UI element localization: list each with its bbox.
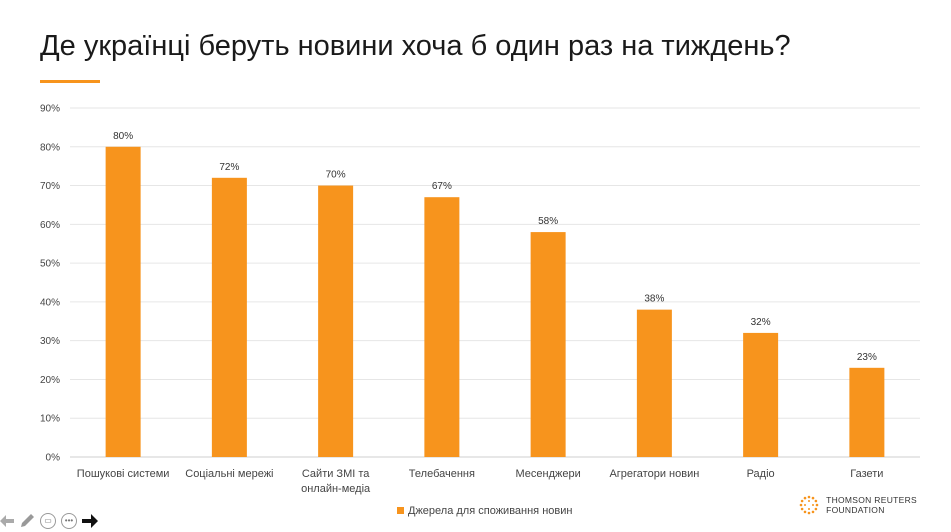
- back-arrow-icon[interactable]: [0, 515, 14, 527]
- bar: [318, 185, 354, 458]
- page-title: Де українці беруть новини хоча б один ра…: [40, 30, 791, 62]
- slide-nav-toolbar: ▭ •••: [0, 513, 98, 529]
- data-label: 58%: [538, 216, 558, 227]
- y-tick-label: 0%: [46, 453, 61, 464]
- data-label: 70%: [326, 170, 346, 181]
- x-tick-label: Месенджери: [515, 468, 580, 480]
- y-tick-label: 70%: [40, 181, 60, 192]
- x-tick-label: Соціальні мережі: [185, 468, 273, 480]
- bar: [211, 177, 247, 458]
- y-tick-label: 80%: [40, 142, 60, 153]
- x-tick-label: Радіо: [747, 468, 775, 480]
- x-tick-label: Телебачення: [409, 468, 475, 480]
- legend-label: Джерела для споживання новин: [408, 505, 572, 517]
- y-tick-label: 20%: [40, 375, 60, 386]
- y-tick-label: 30%: [40, 336, 60, 347]
- y-tick-label: 10%: [40, 414, 60, 425]
- pen-icon[interactable]: [19, 513, 35, 529]
- brand-logo-block: THOMSON REUTERS FOUNDATION: [798, 494, 917, 516]
- data-label: 67%: [432, 181, 452, 192]
- more-icon[interactable]: •••: [61, 513, 77, 529]
- data-label: 32%: [751, 317, 771, 328]
- y-tick-label: 60%: [40, 220, 60, 231]
- data-label: 80%: [113, 131, 133, 142]
- data-label: 38%: [644, 294, 664, 305]
- x-tick-label: онлайн-медіа: [301, 483, 371, 495]
- bar: [530, 232, 566, 457]
- bar: [743, 332, 779, 457]
- slides-icon[interactable]: ▭: [40, 513, 56, 529]
- data-label: 23%: [857, 352, 877, 363]
- y-tick-label: 50%: [40, 259, 60, 270]
- legend-swatch: [397, 507, 404, 514]
- x-tick-label: Пошукові системи: [77, 468, 170, 480]
- bar: [849, 367, 885, 457]
- data-label: 72%: [219, 162, 239, 173]
- forward-arrow-icon[interactable]: [82, 514, 98, 528]
- y-tick-label: 40%: [40, 297, 60, 308]
- brand-line-2: FOUNDATION: [826, 505, 885, 515]
- y-tick-label: 90%: [40, 104, 60, 115]
- bar: [636, 309, 672, 457]
- bar: [105, 146, 141, 457]
- bar: [424, 197, 460, 457]
- x-tick-label: Сайти ЗМІ та: [302, 468, 370, 480]
- title-underline: [40, 80, 100, 83]
- thomson-reuters-logo-icon: [799, 495, 819, 515]
- brand-line-1: THOMSON REUTERS: [826, 495, 917, 505]
- x-tick-label: Газети: [850, 468, 883, 480]
- x-tick-label: Агрегатори новин: [609, 468, 699, 480]
